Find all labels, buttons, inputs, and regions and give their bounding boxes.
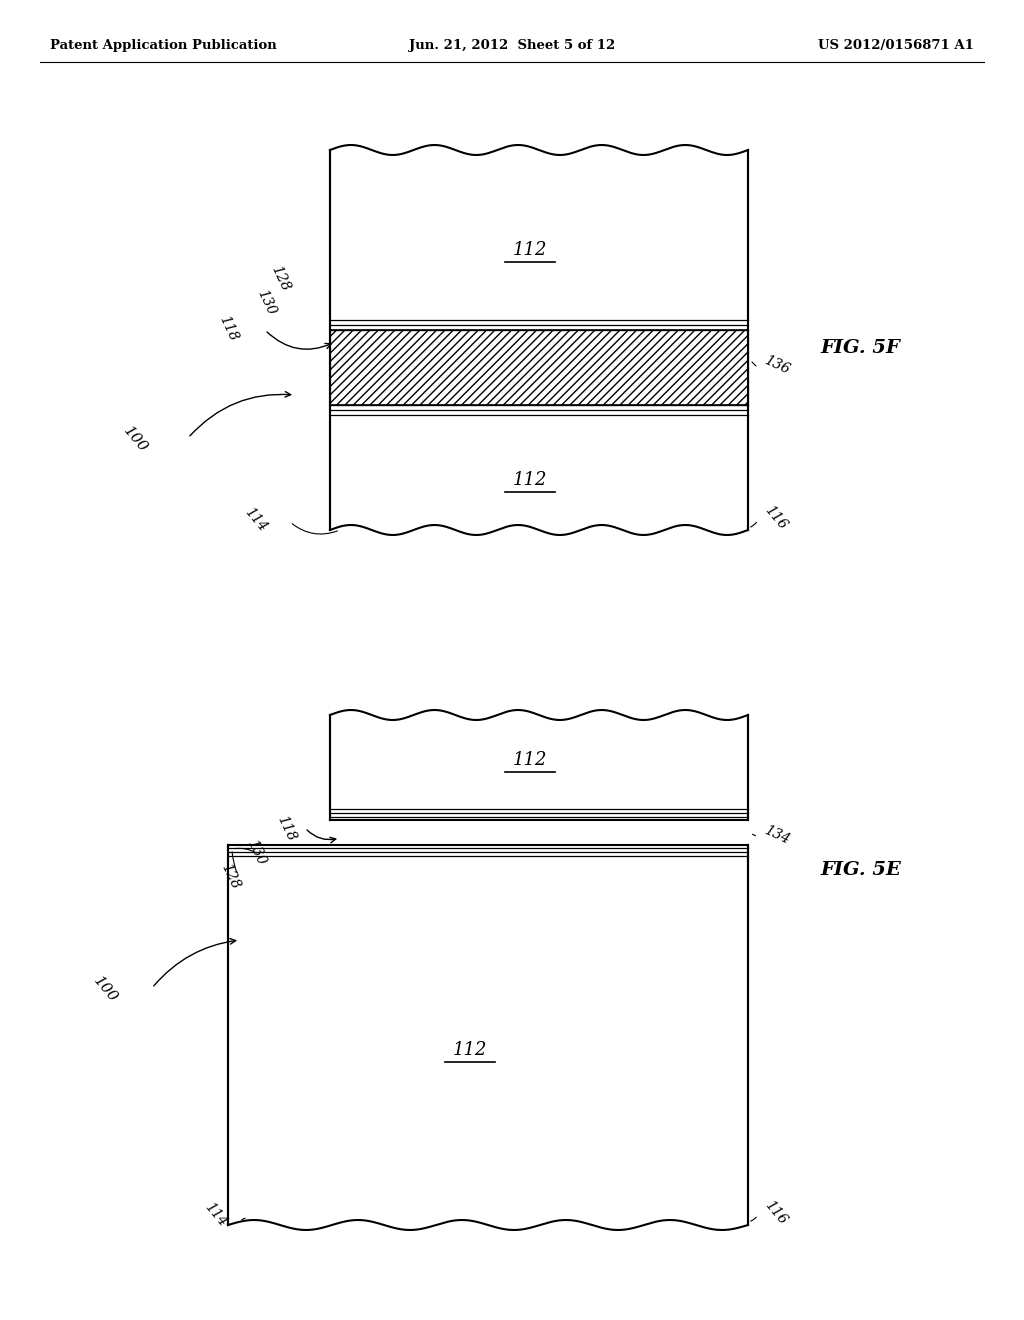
Text: 118: 118 — [216, 313, 240, 343]
Text: Jun. 21, 2012  Sheet 5 of 12: Jun. 21, 2012 Sheet 5 of 12 — [409, 38, 615, 51]
Text: 118: 118 — [274, 813, 298, 843]
Text: 100: 100 — [90, 974, 120, 1006]
Text: 114: 114 — [242, 506, 270, 535]
Text: US 2012/0156871 A1: US 2012/0156871 A1 — [818, 38, 974, 51]
Text: 136: 136 — [762, 352, 792, 378]
Text: 112: 112 — [513, 471, 547, 488]
Text: FIG. 5F: FIG. 5F — [820, 339, 900, 356]
Text: 134: 134 — [762, 824, 792, 847]
Text: 112: 112 — [453, 1041, 487, 1059]
Text: 130: 130 — [244, 837, 268, 867]
Text: 100: 100 — [121, 424, 150, 455]
Text: FIG. 5E: FIG. 5E — [820, 861, 901, 879]
Text: 112: 112 — [513, 242, 547, 259]
Text: 128: 128 — [268, 263, 292, 293]
Text: 116: 116 — [762, 503, 790, 533]
Text: 112: 112 — [513, 751, 547, 770]
Text: Patent Application Publication: Patent Application Publication — [50, 38, 276, 51]
Bar — [228, 845, 748, 1225]
Bar — [330, 150, 748, 531]
Text: 114: 114 — [202, 1200, 230, 1230]
Bar — [330, 715, 748, 820]
Text: 130: 130 — [254, 286, 278, 317]
Text: 128: 128 — [218, 861, 242, 891]
Bar — [330, 330, 748, 405]
Text: 116: 116 — [762, 1199, 790, 1228]
